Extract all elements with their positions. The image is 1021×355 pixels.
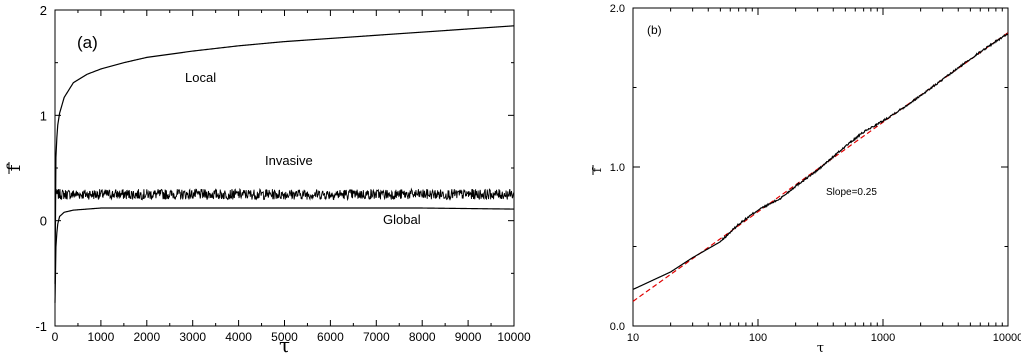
x-tick-label-a: 6000 <box>317 330 344 344</box>
x-tick-label-a: 2000 <box>133 330 160 344</box>
x-tick-label-a: 4000 <box>225 330 252 344</box>
y-tick-label-a: -1 <box>35 319 47 334</box>
series-line-global <box>54 207 515 303</box>
panel-label-a: (a) <box>77 33 98 52</box>
x-tick-label-b: 10000 <box>993 332 1021 344</box>
slope-annotation: Slope=0.25 <box>826 187 877 198</box>
x-tick-label-b: 1000 <box>871 332 895 344</box>
x-tick-label-a: 1000 <box>88 330 115 344</box>
y-tick-label-a: 0 <box>40 214 47 229</box>
y-axis-title-b: f <box>590 166 604 172</box>
y-tick-label-b: 0.0 <box>610 321 625 333</box>
x-tick-label-a: 10000 <box>497 330 531 344</box>
y-tick-label-b: 2.0 <box>610 3 625 15</box>
x-tick-label-a: 5000 <box>271 330 298 344</box>
x-tick-label-a: 8000 <box>409 330 436 344</box>
y-tick-label-b: 1.0 <box>610 162 625 174</box>
x-tick-label-a: 3000 <box>179 330 206 344</box>
series-label-invasive: Invasive <box>265 153 313 168</box>
y-axis-title-a: f <box>4 163 25 171</box>
series-line-data <box>632 33 1009 290</box>
series-line-local <box>54 25 515 284</box>
x-axis-title-b: τ <box>817 341 824 355</box>
series-label-local: Local <box>185 70 216 85</box>
y-tick-label-a: 1 <box>40 108 47 123</box>
y-tick-label-a: 2 <box>40 3 47 18</box>
x-tick-label-b: 100 <box>749 332 767 344</box>
series-label-global: Global <box>383 212 421 227</box>
series-line-invasive <box>54 187 515 202</box>
x-tick-label-a: 7000 <box>363 330 390 344</box>
x-tick-label-b: 10 <box>627 332 639 344</box>
x-tick-label-a: 9000 <box>455 330 482 344</box>
x-tick-label-a: 0 <box>52 330 59 344</box>
plot-frame-a <box>54 9 515 327</box>
panel-a: 0 1000 2000 3000 4000 5000 6000 7000 8000 9000 100… <box>4 3 531 355</box>
panel-label-b: (b) <box>647 23 662 37</box>
x-axis-title-a: τ <box>279 333 290 355</box>
panel-b: 10 100 1000 10000 0.0 1.0 2.0 τ f (b) Slope=0.25 <box>590 3 1021 355</box>
